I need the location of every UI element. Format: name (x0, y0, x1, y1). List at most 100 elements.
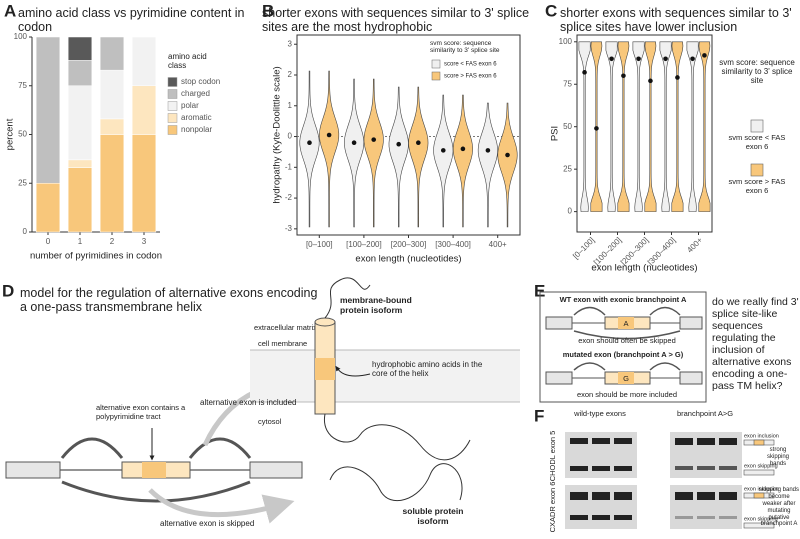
violin (433, 94, 454, 228)
mutated-construct (545, 362, 703, 385)
legend-label: svm score < FAS exon 6 (728, 133, 786, 151)
nucleotide: A (623, 319, 628, 328)
legend-title: svm score: sequence similarity to 3' spl… (430, 40, 500, 55)
median-point (371, 137, 377, 142)
legend-title: amino acid class (168, 52, 207, 71)
y-tick-label: 50 (18, 130, 27, 139)
median-point (326, 132, 332, 138)
band-label: exon inclusion (744, 486, 779, 492)
violin (578, 41, 591, 212)
median-point (440, 148, 446, 153)
y-tick-label: 50 (563, 122, 572, 131)
y-tick-label: 0 (568, 207, 573, 216)
bar-segment (99, 118, 125, 135)
chart-title: amino acid class vs pyrimidine content i… (18, 6, 245, 35)
legend-label: score > FAS exon 6 (444, 74, 497, 80)
legend-swatch (167, 77, 178, 87)
bar-segment (131, 36, 157, 86)
y-tick-label: 0 (23, 227, 28, 236)
legend-label: stop codon (181, 77, 220, 86)
bar-segment (67, 85, 93, 161)
median-point (460, 146, 466, 152)
arrow (148, 488, 295, 524)
violin (299, 70, 320, 228)
label: wild-type exons (573, 409, 626, 418)
legend-swatch (167, 125, 178, 135)
median-point (416, 140, 421, 145)
label: cell membrane (258, 339, 307, 348)
median-point (505, 152, 510, 158)
bar-segment (99, 134, 125, 233)
legend-swatch (431, 59, 441, 69)
legend-label: charged (181, 89, 210, 98)
y-tick-label: 3 (288, 39, 293, 48)
y-tick-label: 75 (18, 81, 27, 90)
violin (363, 78, 384, 228)
legend-swatch (431, 71, 441, 81)
label: branchpoint A>G (677, 409, 733, 418)
label: soluble protein isoform (402, 506, 464, 526)
x-tick-label: 400+ (685, 235, 704, 254)
panel-letter: C (545, 1, 557, 20)
label: alternative exon is included (200, 398, 297, 407)
label: hydrophobic amino acids in the core of t… (372, 360, 483, 379)
x-axis-label: exon length (nucleotides) (355, 254, 461, 265)
y-tick-label: 75 (563, 79, 572, 88)
y-tick-label: -2 (285, 193, 293, 202)
violin (388, 86, 409, 228)
x-tick-label: 1 (78, 237, 83, 246)
y-tick-label: 25 (18, 178, 27, 187)
median-point (648, 78, 653, 84)
panel-title: model for the regulation of alternative … (20, 286, 318, 315)
label: extracellular matrix (254, 323, 317, 332)
x-axis-label: number of pyrimidines in codon (30, 251, 162, 262)
band-label: exon skipping (744, 516, 778, 522)
x-tick-label: 3 (142, 237, 147, 246)
median-point (307, 140, 312, 145)
panel-letter: F (534, 406, 544, 425)
bar-segment (35, 183, 61, 233)
band-icons (743, 439, 775, 529)
panel-letter: D (2, 281, 14, 300)
violin (644, 41, 657, 212)
bar-segment (35, 36, 61, 184)
panel-letter: E (534, 281, 545, 300)
panel-letter: B (262, 1, 274, 20)
median-point (702, 53, 707, 58)
box (539, 291, 707, 403)
median-point (690, 56, 695, 62)
label: cytosol (258, 417, 282, 426)
violin (605, 41, 618, 212)
median-point (663, 56, 668, 62)
median-point (594, 126, 599, 131)
legend-label: nonpolar (181, 125, 212, 134)
median-point (636, 56, 641, 62)
x-tick-label: [100–200] (346, 240, 382, 249)
legend-swatch (167, 101, 178, 111)
wt-construct (545, 306, 703, 340)
violin (477, 102, 498, 228)
x-tick-label: [300–400] (435, 240, 471, 249)
median-point (485, 148, 491, 153)
note: skipping bands become weaker after mutat… (758, 487, 800, 528)
median-point (396, 141, 401, 147)
violin (617, 41, 630, 212)
median-point (582, 70, 587, 75)
violin (632, 41, 645, 212)
median-point (609, 56, 614, 62)
label: alternative exon is skipped (160, 519, 255, 528)
y-axis-label: percent (5, 118, 16, 150)
label: mutated exon (branchpoint A > G) (563, 350, 684, 359)
x-tick-label: 2 (110, 237, 115, 246)
label: exon should be more included (577, 390, 677, 399)
bar-segment (67, 167, 93, 233)
bar-segment (131, 85, 157, 135)
question: do we really find 3' splice site-like se… (712, 296, 799, 393)
legend-swatch (167, 113, 178, 123)
violin (659, 41, 672, 212)
panel-letter: A (4, 1, 16, 20)
legend-swatch (750, 163, 764, 177)
violin (497, 102, 518, 228)
gene-construct (5, 437, 303, 503)
